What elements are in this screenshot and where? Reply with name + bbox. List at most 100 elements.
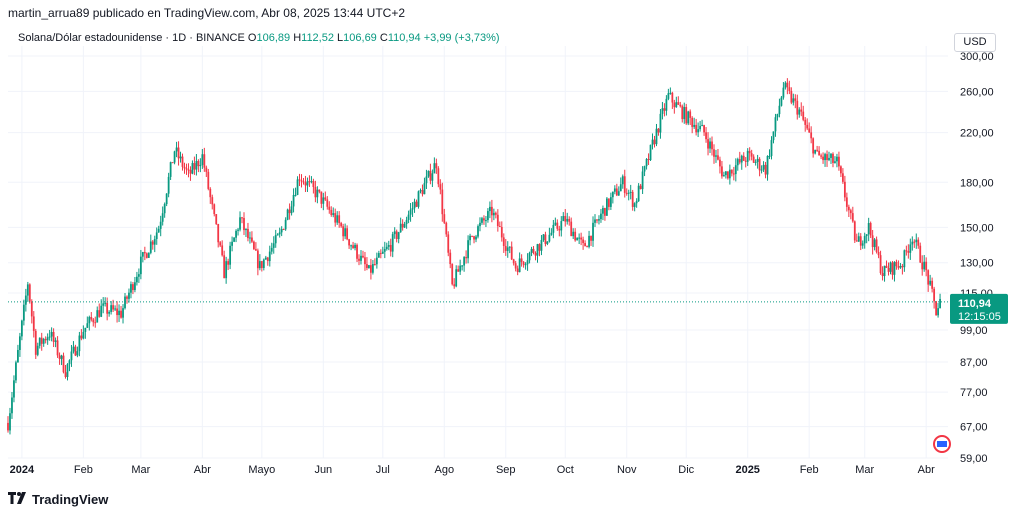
candle-body xyxy=(830,153,832,158)
candle-body xyxy=(298,179,301,181)
candle-body xyxy=(798,109,801,115)
candle-body xyxy=(768,155,771,157)
candle-body xyxy=(439,184,442,190)
candle-body xyxy=(935,301,938,316)
candle-body xyxy=(504,245,507,251)
candle-body xyxy=(838,156,840,167)
candle-body xyxy=(726,171,729,179)
symbol-name[interactable]: Solana/Dólar estadounidense · 1D · BINAN… xyxy=(18,32,245,44)
candle-body xyxy=(223,255,226,279)
y-tick-label: 99,00 xyxy=(960,325,988,337)
candle-body xyxy=(276,234,279,236)
candle-body xyxy=(869,223,872,236)
candle-body xyxy=(98,310,101,317)
candle-body xyxy=(598,219,600,221)
candle-body xyxy=(201,154,204,165)
x-tick-label: 2024 xyxy=(10,464,35,476)
candle-body xyxy=(728,169,731,179)
candle-body xyxy=(34,330,37,355)
candle-body xyxy=(859,236,862,246)
candle-body xyxy=(909,244,912,253)
candle-body xyxy=(663,108,666,111)
candle-body xyxy=(492,212,495,216)
high-value: 112,52 xyxy=(301,32,334,44)
candle-body xyxy=(266,257,269,262)
candle-body xyxy=(891,262,894,275)
candle-body xyxy=(304,182,307,186)
candle-body xyxy=(134,282,136,291)
candle-body xyxy=(104,302,107,304)
candle-body xyxy=(647,159,650,161)
candle-body xyxy=(328,206,331,210)
candle-body xyxy=(110,305,113,312)
candle-body xyxy=(774,117,777,132)
x-tick-label: Abr xyxy=(918,464,935,476)
candle-body xyxy=(128,292,130,299)
candle-body xyxy=(336,215,339,223)
candle-body xyxy=(332,213,335,216)
candle-body xyxy=(102,303,105,306)
candle-body xyxy=(399,223,402,233)
candle-body xyxy=(7,422,9,431)
candle-body xyxy=(322,197,325,204)
candle-body xyxy=(631,191,634,207)
candle-body xyxy=(151,241,154,245)
candle-body xyxy=(923,261,926,270)
candle-body xyxy=(604,208,606,216)
candle-body xyxy=(653,139,656,145)
candle-body xyxy=(895,261,898,267)
candle-body xyxy=(568,218,571,222)
candle-body xyxy=(764,164,767,175)
candle-body xyxy=(804,119,807,125)
candle-body xyxy=(623,176,626,193)
candle-body xyxy=(344,228,347,237)
candle-body xyxy=(841,173,844,182)
candle-body xyxy=(875,239,878,252)
candle-body xyxy=(717,155,719,160)
candle-body xyxy=(588,235,590,247)
candle-body xyxy=(108,311,111,314)
candle-body xyxy=(433,163,436,174)
candle-body xyxy=(80,335,83,339)
candle-body xyxy=(68,360,71,365)
candle-body xyxy=(60,355,63,359)
symbol-legend: Solana/Dólar estadounidense · 1D · BINAN… xyxy=(18,32,500,44)
tradingview-logo-icon xyxy=(8,492,28,507)
candle-body xyxy=(851,213,854,222)
candle-body xyxy=(209,188,212,198)
candle-body xyxy=(143,252,146,254)
candle-body xyxy=(939,298,941,309)
candle-body xyxy=(221,245,224,256)
candle-body xyxy=(548,234,551,242)
candle-body xyxy=(141,252,144,257)
time-axis: 2024 Feb Mar Abr Mayo Jun Jul Ago Sep Oct Nov Dic 20… xyxy=(10,464,935,476)
candle-body xyxy=(607,198,610,207)
candle-body xyxy=(606,198,608,216)
candle-body xyxy=(24,295,27,305)
candle-body xyxy=(907,251,910,253)
candle-body xyxy=(685,107,688,124)
x-tick-label: Mar xyxy=(855,464,874,476)
candle-body xyxy=(207,171,210,189)
candle-body xyxy=(334,213,337,223)
x-tick-label: Jun xyxy=(314,464,332,476)
candle-body xyxy=(161,213,164,222)
candle-body xyxy=(481,218,483,223)
candle-body xyxy=(719,159,721,167)
candle-body xyxy=(38,337,41,346)
candle-body xyxy=(270,247,273,252)
currency-button[interactable]: USD xyxy=(954,33,996,52)
candle-body xyxy=(812,138,815,154)
candle-body xyxy=(20,320,23,337)
candle-body xyxy=(233,237,235,242)
candle-body xyxy=(485,220,487,222)
candle-body xyxy=(44,339,47,341)
candle-body xyxy=(536,244,539,256)
candle-body xyxy=(139,256,142,275)
candle-body xyxy=(723,175,725,177)
candle-body xyxy=(750,153,753,157)
candle-body xyxy=(580,237,583,240)
candle-body xyxy=(451,264,454,285)
candle-body xyxy=(600,213,602,220)
